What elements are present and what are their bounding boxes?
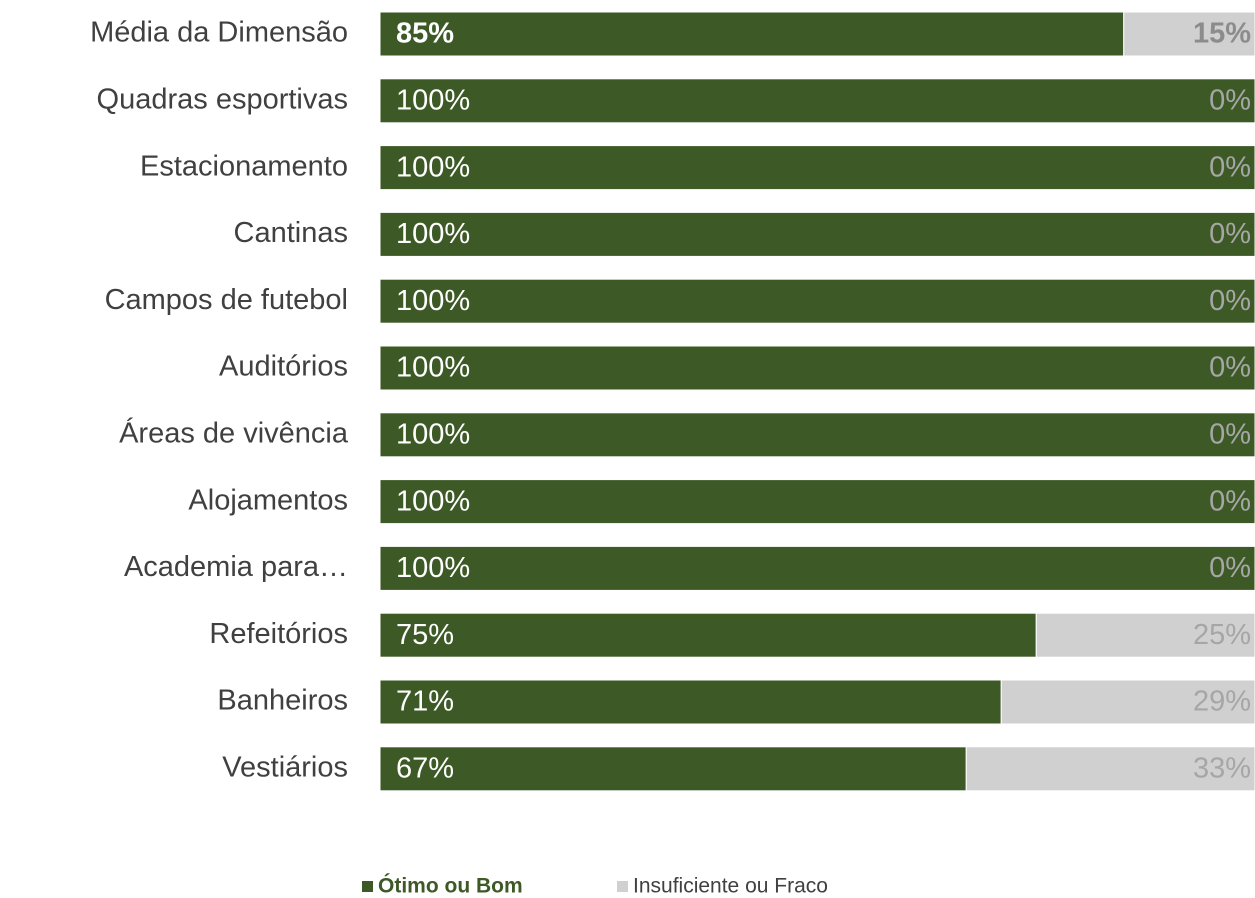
value-label: 0%: [1209, 352, 1251, 384]
value-label: 100%: [396, 151, 470, 183]
value-label: 71%: [396, 686, 454, 718]
bar-segment: [379, 746, 967, 792]
value-label: 100%: [396, 418, 470, 450]
bar-segment: [379, 345, 1255, 391]
value-label: 100%: [396, 352, 470, 384]
value-label: 100%: [396, 552, 470, 584]
bar-segment: [379, 612, 1037, 658]
value-label: 0%: [1209, 84, 1251, 116]
category-label: Refeitórios: [209, 618, 348, 650]
bar-segment: [379, 479, 1255, 525]
bar-segment: [379, 679, 1002, 725]
value-label: 100%: [396, 218, 470, 250]
bar-segment: [379, 278, 1255, 324]
value-label: 67%: [396, 752, 454, 784]
category-label: Cantinas: [234, 217, 348, 249]
bar-segment: [1035, 612, 1255, 658]
bar-segment: [379, 11, 1125, 57]
value-label: 15%: [1193, 18, 1251, 50]
value-label: 100%: [396, 84, 470, 116]
value-label: 0%: [1209, 285, 1251, 317]
value-label: 100%: [396, 285, 470, 317]
bar-segment: [379, 145, 1255, 191]
category-label: Banheiros: [217, 685, 348, 717]
value-label: 33%: [1193, 752, 1251, 784]
value-label: 100%: [396, 485, 470, 517]
bar-segment: [965, 746, 1255, 792]
bar-segment: [379, 412, 1255, 458]
bar-segment: [1123, 11, 1255, 57]
value-label: 0%: [1209, 218, 1251, 250]
category-label: Campos de futebol: [105, 284, 348, 316]
category-label: Quadras esportivas: [97, 83, 348, 115]
category-label: Vestiários: [222, 751, 348, 783]
value-label: 0%: [1209, 552, 1251, 584]
value-label: 29%: [1193, 686, 1251, 718]
legend-swatch: [362, 881, 373, 892]
legend-label: Ótimo ou Bom: [378, 874, 523, 898]
category-label: Estacionamento: [140, 150, 348, 182]
bar-segment: [1000, 679, 1255, 725]
category-label: Auditórios: [219, 351, 348, 383]
value-label: 0%: [1209, 485, 1251, 517]
category-label: Média da Dimensão: [90, 17, 348, 49]
bar-segment: [379, 211, 1255, 257]
legend-swatch: [617, 881, 628, 892]
value-label: 25%: [1193, 619, 1251, 651]
value-label: 75%: [396, 619, 454, 651]
category-label: Alojamentos: [188, 484, 348, 516]
category-label: Academia para…: [124, 551, 348, 583]
value-label: 0%: [1209, 418, 1251, 450]
bar-segment: [379, 78, 1255, 124]
value-label: 0%: [1209, 151, 1251, 183]
category-label: Áreas de vivência: [119, 416, 349, 449]
bar-segment: [379, 545, 1255, 591]
value-label: 85%: [396, 18, 454, 50]
legend-label: Insuficiente ou Fraco: [633, 875, 828, 898]
